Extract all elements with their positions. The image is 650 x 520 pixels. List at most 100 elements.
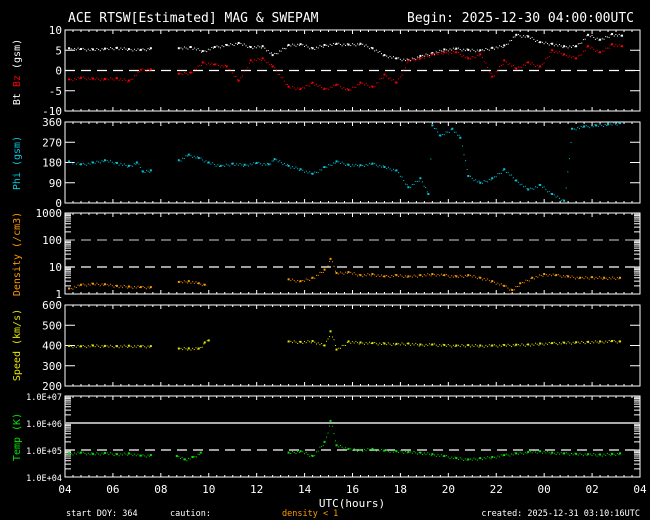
y-tick-label: 5 [55, 44, 62, 57]
data-point [467, 458, 470, 461]
data-trace [317, 47, 319, 49]
x-tick-label: 02 [585, 483, 598, 496]
data-point [189, 46, 192, 49]
data-point [139, 345, 142, 348]
data-trace [341, 344, 343, 346]
data-trace [193, 155, 195, 157]
data-trace [485, 458, 487, 460]
data-trace [341, 88, 343, 90]
data-point [175, 454, 178, 457]
data-trace [106, 78, 108, 80]
data-trace [369, 341, 371, 343]
data-trace [192, 48, 194, 50]
data-trace [99, 346, 101, 348]
data-trace [545, 41, 547, 43]
data-point [213, 63, 216, 66]
data-point [479, 457, 482, 460]
data-trace [524, 185, 526, 187]
data-trace [260, 163, 262, 165]
data-trace [333, 433, 335, 435]
data-trace [471, 276, 473, 278]
data-trace [264, 59, 266, 61]
data-trace [553, 194, 555, 196]
data-point [539, 184, 542, 186]
data-trace [118, 287, 120, 289]
data-trace [219, 47, 221, 49]
data-trace [582, 455, 584, 457]
data-point [595, 124, 598, 127]
data-trace [442, 51, 444, 53]
data-point [287, 164, 290, 167]
data-trace [535, 186, 537, 188]
data-trace [485, 344, 487, 346]
data-point [491, 46, 494, 49]
x-tick-label: 12 [250, 483, 263, 496]
data-trace [242, 75, 244, 77]
series-bz [67, 43, 624, 91]
data-point [91, 344, 94, 347]
data-trace [401, 176, 403, 178]
data-trace [134, 75, 136, 77]
data-point [563, 53, 566, 56]
data-trace [505, 453, 507, 455]
data-trace [326, 44, 328, 46]
data-trace [505, 285, 507, 287]
data-trace [470, 58, 472, 60]
data-point [571, 127, 574, 130]
data-trace [439, 49, 441, 51]
data-trace [195, 68, 197, 70]
data-trace [488, 280, 490, 282]
data-trace [517, 344, 519, 346]
data-point [311, 172, 314, 175]
data-trace [82, 47, 84, 49]
x-axis-label: UTC(hours) [319, 497, 385, 510]
data-trace [91, 282, 93, 284]
data-trace [263, 163, 265, 165]
data-trace [608, 454, 610, 456]
data-trace [523, 64, 525, 66]
data-trace [221, 45, 223, 47]
data-trace [511, 174, 513, 176]
data-trace [246, 164, 248, 166]
data-trace [258, 161, 260, 163]
data-trace [240, 77, 242, 79]
data-point [359, 449, 362, 451]
data-trace [369, 48, 371, 50]
data-trace [125, 286, 127, 288]
y-tick-label: 1.0E+04 [26, 474, 62, 484]
data-point [67, 78, 70, 81]
data-trace [613, 122, 615, 124]
data-trace [225, 163, 227, 165]
data-trace [91, 452, 93, 454]
data-trace [548, 190, 550, 192]
data-trace [297, 280, 299, 282]
data-trace [137, 48, 139, 50]
data-trace [183, 72, 185, 74]
data-trace [594, 454, 596, 456]
data-trace [593, 48, 595, 50]
data-trace [335, 344, 337, 346]
data-trace [115, 285, 117, 287]
data-point [519, 282, 522, 285]
data-trace [257, 45, 259, 47]
data-trace [499, 173, 501, 175]
data-trace [292, 278, 294, 280]
data-point [103, 283, 106, 286]
data-trace [200, 157, 202, 159]
data-trace [82, 451, 84, 453]
data-trace [269, 64, 271, 66]
data-trace [618, 340, 620, 342]
data-trace [204, 50, 206, 52]
data-trace [430, 344, 432, 346]
data-trace [279, 73, 281, 75]
data-trace [82, 162, 84, 164]
data-trace [451, 275, 453, 277]
data-trace [374, 162, 376, 164]
data-trace [346, 342, 348, 344]
data-trace [231, 44, 233, 46]
data-trace [570, 453, 572, 455]
data-trace [464, 57, 466, 59]
data-trace [86, 164, 88, 166]
data-trace [326, 340, 328, 342]
